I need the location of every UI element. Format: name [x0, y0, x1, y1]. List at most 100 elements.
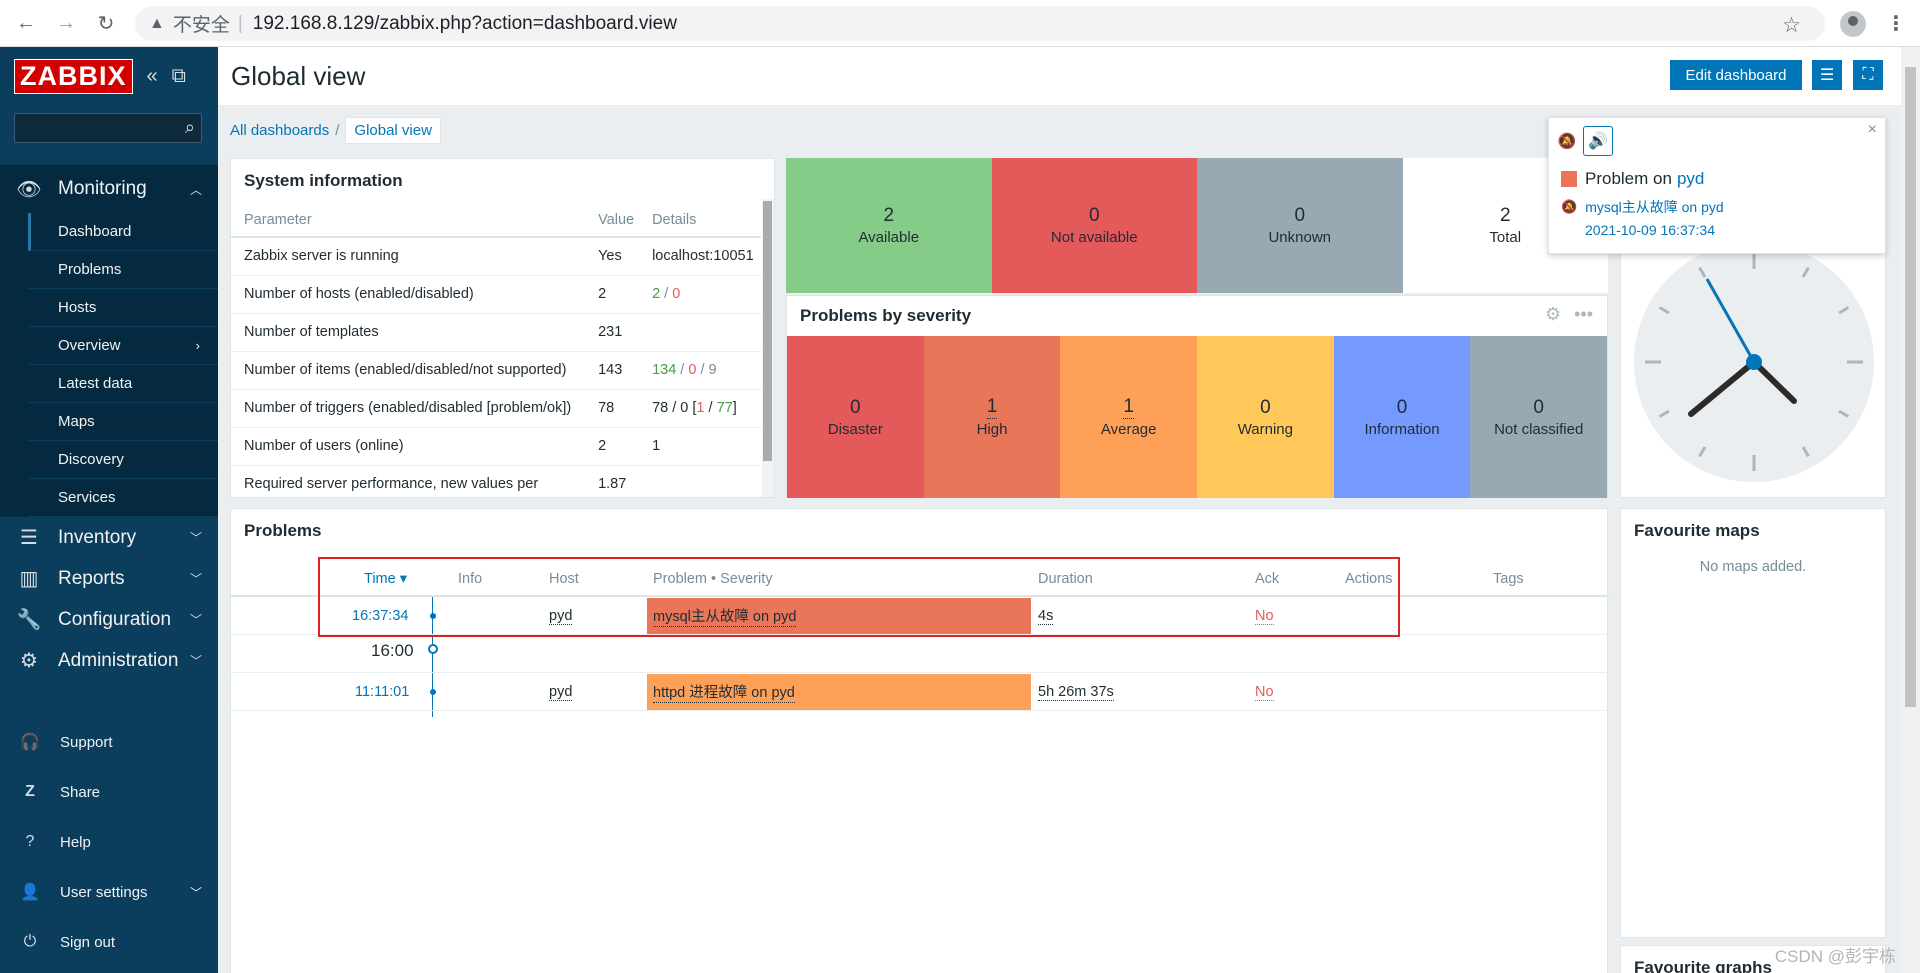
sidebar-item-services[interactable]: Services [28, 479, 218, 517]
chevron-down-icon: ﹀ [189, 885, 202, 900]
severity-bar-average: httpd 进程故障 on pyd [647, 674, 1031, 710]
dashboard-menu-icon[interactable]: ☰ [1812, 60, 1842, 90]
sidebar-item-hosts[interactable]: Hosts [28, 289, 218, 327]
notification-title: Problem on pyd [1561, 169, 1704, 189]
column-actions: Actions [1345, 571, 1393, 587]
menu-inventory[interactable]: ☰ Inventory ﹀ [0, 517, 218, 558]
sidebar-help-label: Help [60, 833, 91, 851]
timeline-dot [430, 689, 436, 695]
highlight-annotation-box [318, 557, 1400, 637]
problem-host-link[interactable]: pyd [549, 608, 573, 625]
insecure-label: 不安全 [172, 15, 230, 36]
disabled-count: 0 [672, 286, 681, 302]
help-icon: ? [25, 833, 35, 850]
table-row: Number of triggers (enabled/disabled [pr… [231, 389, 761, 428]
sidebar-item-discovery[interactable]: Discovery [28, 441, 218, 479]
sidebar-support[interactable]: 🎧 Support [0, 717, 218, 767]
menu-configuration[interactable]: 🔧 Configuration ﹀ [0, 599, 218, 640]
sidebar-item-dashboard[interactable]: Dashboard [28, 213, 218, 251]
severity-information[interactable]: 0 Information [1333, 336, 1471, 498]
browser-menu-icon[interactable]: ⋮ [1886, 13, 1906, 35]
severity-warning[interactable]: 0 Warning [1197, 336, 1334, 498]
sidebar-user-settings[interactable]: 👤 User settings ﹀ [0, 867, 218, 917]
breadcrumb-current[interactable]: Global view [345, 116, 441, 144]
search-icon[interactable]: ⌕ [184, 117, 195, 137]
page-scrollbar-thumb[interactable] [1905, 67, 1916, 707]
browser-toolbar: ← → ↻ ▲ 不安全 | 192.168.8.129/zabbix.php?a… [0, 0, 1920, 47]
sidebar-item-problems[interactable]: Problems [28, 251, 218, 289]
forward-icon[interactable]: → [56, 11, 76, 34]
severity-disaster[interactable]: 0 Disaster [787, 336, 924, 498]
clock-face [1634, 242, 1874, 482]
menu-reports[interactable]: ▥ Reports ﹀ [0, 558, 218, 599]
edit-dashboard-button[interactable]: Edit dashboard [1670, 60, 1802, 90]
param-cell: Number of templates [231, 313, 595, 352]
sidebar-sign-out[interactable]: ⏻ Sign out [0, 917, 218, 967]
chevron-down-icon: ﹀ [189, 613, 202, 627]
severity-high[interactable]: 1 High [923, 336, 1061, 498]
share-icon: Z [25, 783, 35, 800]
sidebar-item-maps[interactable]: Maps [28, 403, 218, 441]
bell-off-icon: 🔕 [1561, 199, 1578, 214]
column-time[interactable]: Time ▾ [364, 571, 407, 587]
severity-not-classified[interactable]: 0 Not classified [1470, 336, 1608, 498]
mute-icon[interactable]: 🔕 [1557, 133, 1577, 150]
sidebar-help[interactable]: ? Help [0, 817, 218, 867]
problem-name-link[interactable]: mysql主从故障 on pyd [653, 605, 797, 627]
problem-duration-link[interactable]: 4s [1038, 608, 1054, 625]
problem-time-link[interactable]: 16:37:34 [352, 608, 409, 624]
problem-duration-link[interactable]: 5h 26m 37s [1038, 684, 1114, 701]
severity-count[interactable]: 1 [1123, 396, 1134, 419]
column-host: Host [549, 571, 579, 587]
zabbix-logo[interactable]: ZABBIX [14, 58, 133, 94]
availability-not-available[interactable]: 0 Not available [991, 158, 1197, 293]
page-title: Global view [231, 61, 366, 91]
address-bar[interactable]: ▲ 不安全 | 192.168.8.129/zabbix.php?action=… [135, 6, 1825, 41]
column-header: Value [594, 203, 645, 238]
table-row: Number of hosts (enabled/disabled) 2 2 /… [231, 275, 761, 314]
severity-average[interactable]: 1 Average [1060, 336, 1198, 498]
fullscreen-icon[interactable]: ⛶ [1853, 60, 1883, 90]
menu-monitoring[interactable]: 👁 Monitoring ︿ [0, 165, 218, 213]
param-cell: Required server performance, new values … [231, 465, 595, 497]
page-scrollbar[interactable] [1901, 47, 1920, 973]
problem-time-link[interactable]: 11:11:01 [355, 684, 410, 700]
problem-ack-link[interactable]: No [1255, 684, 1274, 701]
close-icon[interactable]: × [1867, 121, 1877, 138]
notification-message-link[interactable]: mysql主从故障 on pyd [1585, 199, 1724, 215]
gear-icon[interactable]: ⚙ [1544, 304, 1562, 324]
notification-host-link[interactable]: pyd [1676, 169, 1705, 188]
sidebar-item-latest-data[interactable]: Latest data [28, 365, 218, 403]
page-header: Global view Edit dashboard ☰ ⛶ [218, 47, 1901, 105]
menu-administration[interactable]: ⚙ Administration ﹀ [0, 640, 218, 681]
collapse-sidebar-icon[interactable]: « [146, 64, 158, 87]
more-icon[interactable]: ••• [1574, 304, 1593, 324]
problem-name-link[interactable]: httpd 进程故障 on pyd [653, 681, 795, 703]
availability-unknown[interactable]: 0 Unknown [1197, 158, 1403, 293]
severity-count[interactable]: 1 [986, 396, 998, 419]
kiosk-mode-icon[interactable]: ⧉ [171, 64, 186, 87]
sidebar-share[interactable]: Z Share [0, 767, 218, 817]
sound-icon[interactable]: 🔊 [1583, 126, 1613, 156]
back-icon[interactable]: ← [16, 11, 36, 34]
bookmark-star-icon[interactable]: ☆ [1782, 14, 1801, 37]
scrollbar-thumb[interactable] [763, 201, 772, 461]
ok-count: 77 [716, 400, 733, 416]
widget-title: Problems [244, 521, 322, 540]
availability-label: Not available [1050, 229, 1138, 246]
availability-available[interactable]: 2 Available [786, 158, 992, 293]
param-cell: Number of users (online) [231, 427, 595, 466]
chevron-down-icon: ﹀ [189, 654, 202, 668]
problem-host-link[interactable]: pyd [549, 684, 573, 701]
profile-icon[interactable] [1840, 10, 1866, 37]
sidebar-search-input[interactable]: ⌕ [14, 113, 202, 143]
timeline-ring [428, 644, 438, 654]
timeline-label: 16:00 [371, 641, 414, 660]
notification-time-link[interactable]: 2021-10-09 16:37:34 [1585, 222, 1715, 238]
reload-icon[interactable]: ↻ [97, 12, 115, 35]
menu-configuration-label: Configuration [58, 608, 172, 630]
sidebar-item-overview[interactable]: Overview › [28, 327, 218, 365]
second-hand [1705, 278, 1756, 363]
breadcrumb-all-dashboards[interactable]: All dashboards [230, 121, 330, 139]
problem-ack-link[interactable]: No [1255, 608, 1274, 625]
